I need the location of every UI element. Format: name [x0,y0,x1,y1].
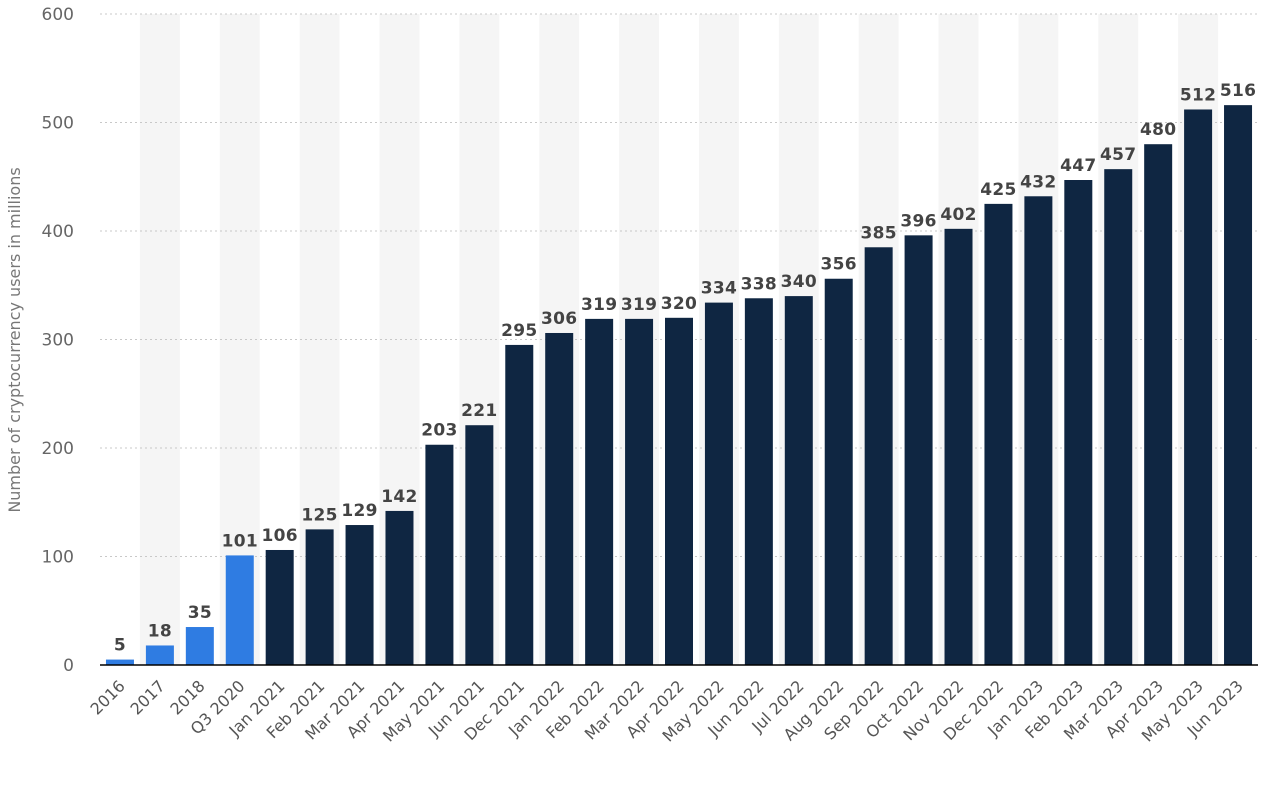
bar [1144,144,1173,665]
x-tick-label: 2016 [87,676,129,718]
data-label: 203 [421,421,457,441]
bar [1024,196,1053,665]
y-axis-title: Number of cryptocurrency users in millio… [5,167,24,512]
bar [545,332,574,665]
x-tick-label: 2017 [126,676,168,718]
y-tick-label: 200 [42,439,74,459]
data-label: 221 [461,401,497,421]
bar [1184,109,1213,666]
data-label: 106 [261,526,297,546]
bar [704,302,733,665]
y-tick-label: 300 [42,331,74,351]
data-label: 18 [148,621,172,641]
bars [105,105,1253,666]
bar [585,318,614,665]
data-label: 425 [980,180,1016,200]
bar [105,659,134,665]
bar [1104,169,1133,665]
bar [824,278,853,665]
bar [665,317,693,665]
data-label: 338 [741,274,777,294]
bar [505,344,534,665]
bar [225,555,254,665]
data-label: 385 [860,223,896,243]
bar [465,425,494,665]
y-tick-label: 100 [42,548,74,568]
bar [904,235,933,665]
data-label: 5 [114,636,126,656]
bar [385,510,414,665]
bar [625,318,654,665]
bar [305,529,334,665]
data-label: 334 [701,279,737,299]
bar [345,525,374,665]
y-tick-label: 500 [42,114,74,134]
data-label: 319 [581,295,617,315]
bar [145,645,174,665]
y-tick-label: 400 [42,222,74,242]
y-tick-label: 600 [42,5,74,25]
bar [784,296,813,665]
data-label: 457 [1100,145,1136,165]
y-axis-ticks: 0 100 200 300 400 500 600 [42,5,74,676]
bar [1224,105,1253,665]
bar [864,247,893,665]
data-label: 402 [940,205,976,225]
data-label: 396 [900,211,936,231]
data-label: 480 [1140,120,1176,140]
data-label: 432 [1020,172,1056,192]
data-label: 142 [381,487,417,507]
bar [265,549,294,665]
data-label: 35 [188,603,212,623]
bar [185,627,214,665]
y-tick-label: 0 [63,656,74,676]
data-label: 320 [661,294,697,314]
data-label: 340 [781,272,817,292]
data-label: 101 [222,531,258,551]
bar [744,298,773,665]
data-label: 295 [501,321,537,341]
data-label: 129 [341,501,377,521]
data-label: 356 [821,255,857,275]
bar [425,444,454,665]
bar [944,228,973,665]
data-label: 516 [1220,81,1256,101]
data-label: 319 [621,295,657,315]
data-label: 447 [1060,156,1096,176]
data-label: 306 [541,309,577,329]
bar [984,203,1013,665]
data-label: 125 [301,505,337,525]
bar [1064,180,1093,665]
data-label: 512 [1180,85,1216,105]
